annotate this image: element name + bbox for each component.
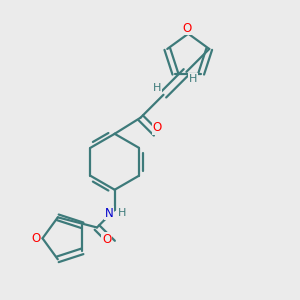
Text: O: O [102, 233, 111, 246]
Text: H: H [153, 83, 161, 93]
Text: H: H [118, 208, 126, 218]
Text: N: N [105, 207, 114, 220]
Text: O: O [32, 232, 41, 245]
Text: H: H [189, 74, 197, 83]
Text: O: O [182, 22, 191, 35]
Text: O: O [152, 122, 162, 134]
